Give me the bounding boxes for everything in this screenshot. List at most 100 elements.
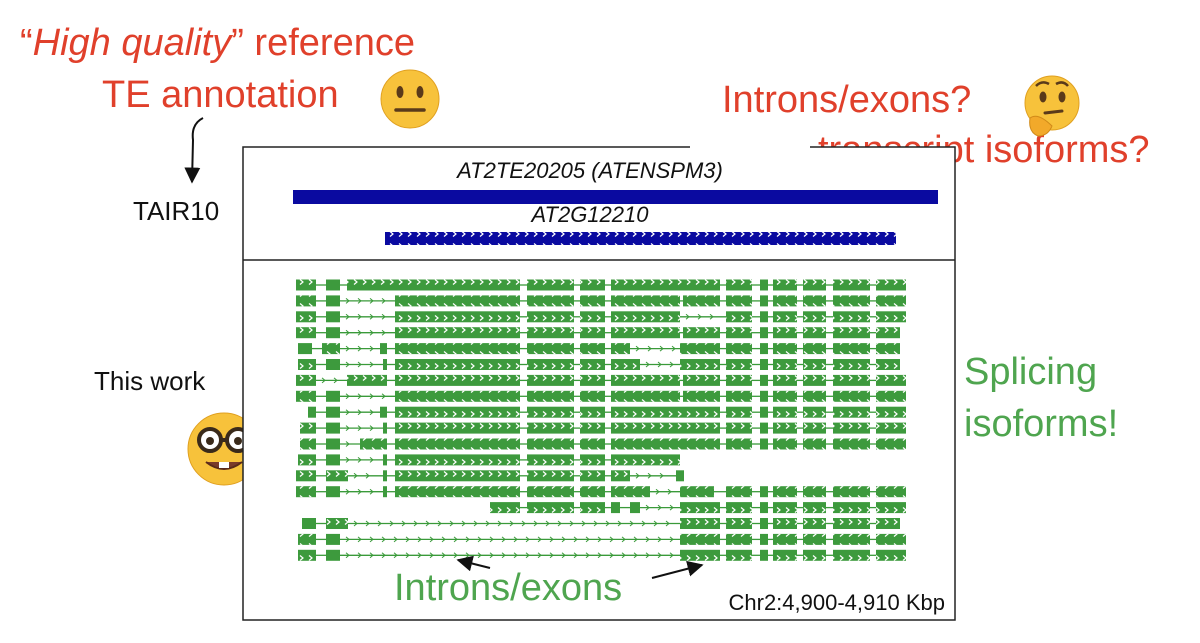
exon-strand [395, 359, 520, 370]
intron-strand [513, 536, 518, 543]
exon-strand [611, 311, 680, 323]
exon-strand [876, 311, 906, 323]
exon [760, 279, 768, 291]
exon-strand [803, 343, 826, 355]
exon-strand [680, 518, 720, 529]
intron-strand [477, 552, 482, 559]
exon-strand [803, 311, 826, 323]
exon-strand [611, 454, 680, 466]
exon-strand [833, 422, 870, 434]
intron-strand [381, 298, 386, 304]
intron-strand [659, 472, 664, 479]
exon-strand [527, 502, 574, 514]
intron-strand [417, 536, 422, 543]
exon-strand [773, 486, 797, 498]
intron-strand [497, 520, 502, 527]
exon [760, 438, 768, 450]
exon-strand [803, 279, 826, 291]
exon-strand [833, 390, 870, 402]
exon-strand [611, 486, 650, 498]
exon-strand [726, 311, 752, 323]
exon-strand [580, 295, 605, 307]
exon-strand [726, 390, 752, 402]
exon [326, 327, 340, 339]
exon-arrow [651, 560, 704, 579]
intron-strand [365, 472, 370, 479]
exon-strand [580, 359, 605, 370]
thinking-emoji [1024, 75, 1080, 137]
intron-strand [657, 552, 662, 559]
exon-strand [680, 359, 720, 370]
intron-strand [345, 552, 350, 559]
exon [760, 406, 768, 418]
intron-strand [645, 361, 650, 368]
exon [326, 486, 340, 498]
intron-strand [357, 345, 362, 352]
exon [760, 486, 768, 498]
coordinates: Chr2:4,900-4,910 Kbp [729, 590, 946, 615]
exon-strand [395, 295, 520, 307]
intron-strand [621, 552, 626, 559]
exon-strand [876, 502, 906, 514]
intron-strand [685, 313, 690, 320]
intron-strand [669, 361, 674, 368]
intron-strand [609, 536, 614, 543]
intron-strand [345, 361, 350, 368]
intron-strand [561, 536, 566, 543]
exon-strand [726, 518, 752, 529]
exon-strand [580, 406, 605, 418]
intron-strand [357, 488, 362, 495]
exon-strand [580, 502, 605, 514]
intron-strand [597, 536, 602, 543]
exon [383, 486, 387, 498]
intron-strand [477, 536, 482, 543]
intron-strand [549, 536, 554, 543]
exon-strand [580, 327, 605, 339]
exon-strand [296, 470, 316, 482]
exon-strand [773, 438, 797, 450]
exon-strand [527, 279, 574, 291]
intron-strand [429, 536, 434, 543]
exon-strand [611, 279, 720, 291]
exon-strand [773, 422, 797, 434]
exon-strand [298, 359, 316, 370]
intron-strand [545, 520, 550, 527]
exon [760, 311, 768, 323]
intron-strand [381, 313, 386, 320]
intron-strand [333, 377, 338, 384]
intron-strand [617, 520, 622, 527]
intron-strand [473, 520, 478, 527]
exon-strand [876, 327, 900, 339]
exon-strand [580, 390, 605, 402]
exon-strand [580, 486, 605, 498]
intron-strand [453, 552, 458, 559]
intron-strand [345, 425, 350, 431]
exon-strand [395, 327, 520, 339]
intron-strand [573, 536, 578, 543]
exon-strand [527, 327, 574, 339]
intron-strand [513, 552, 518, 559]
intron-strand [369, 361, 374, 368]
intron-strand [581, 520, 586, 527]
intron-strand [569, 520, 574, 527]
te-bar [293, 190, 938, 204]
header-line2: TE annotation [102, 74, 339, 116]
intron-strand [405, 552, 410, 559]
intron-strand [659, 345, 664, 352]
intron-strand [537, 552, 542, 559]
exon-strand [683, 374, 720, 386]
exon-strand [833, 374, 870, 386]
intron-strand [357, 313, 362, 320]
intron-strand [357, 536, 362, 543]
exon-strand [298, 454, 316, 466]
exon-strand [580, 343, 605, 355]
exon-strand [395, 406, 520, 418]
intron-strand [345, 393, 350, 400]
exon [326, 295, 340, 307]
intron-strand [357, 329, 362, 336]
isoform-tracks [296, 279, 906, 561]
intron-strand [585, 536, 590, 543]
exon [383, 359, 387, 370]
exon-strand [580, 422, 605, 434]
exon-strand [296, 486, 316, 498]
